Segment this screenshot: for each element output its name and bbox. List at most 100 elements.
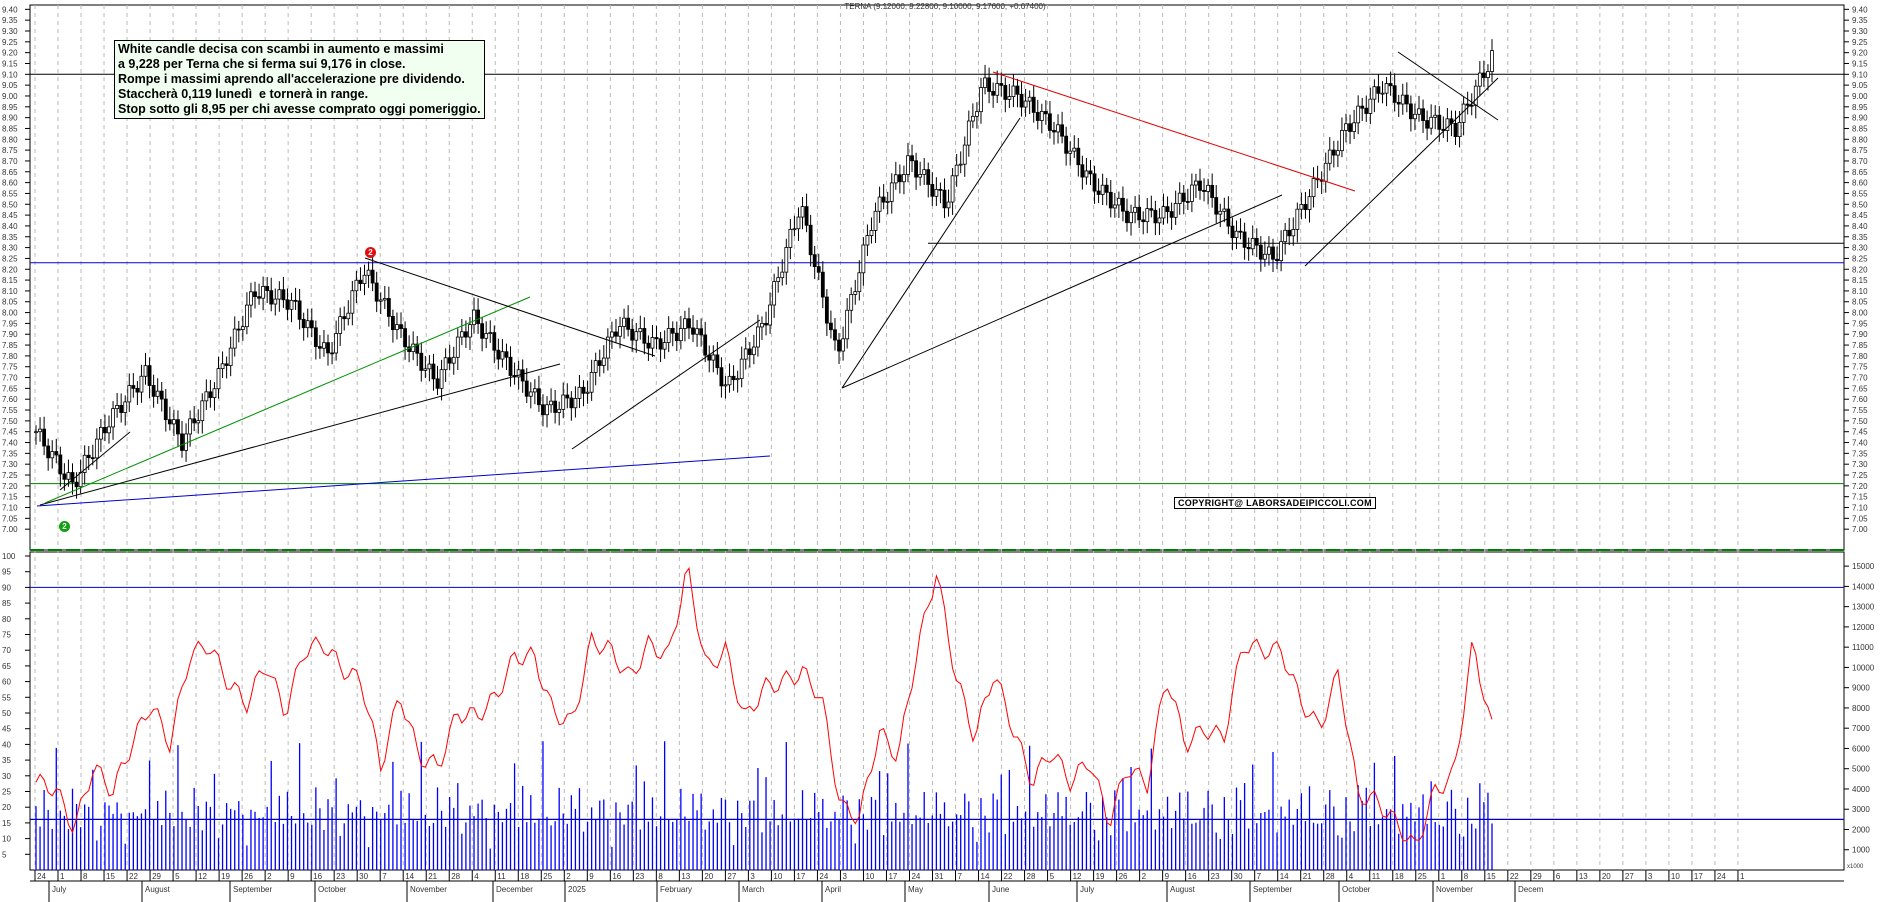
candle-body [305,320,310,329]
candle-body [240,326,245,331]
y-tick-label: 25 [2,788,11,797]
y-tick-label: 85 [2,599,11,608]
candle-body [358,279,363,284]
x-tick-label: 28 [451,872,460,881]
y-tick-label: 15000 [1852,562,1875,571]
y-tick-label: 8.40 [2,222,18,231]
candle-body [537,388,541,406]
candle-body [1121,197,1125,212]
candle-body [1262,253,1267,260]
candle-body [524,380,529,397]
trendline [1304,77,1499,267]
y-tick-label: 7.25 [2,471,18,480]
candle-body [865,235,870,246]
candle-body [139,375,144,393]
candle-body [399,324,403,329]
candle-body [403,328,407,348]
y-tick-label: 8.80 [2,135,18,144]
candle-body [589,372,594,393]
y-tick-label: 7.90 [1852,330,1868,339]
y-tick-label: 5 [2,850,7,859]
y-tick-label: 7.80 [1852,352,1868,361]
candle-body [674,332,679,342]
candle-body [192,418,197,424]
month-label: July [52,885,66,894]
candle-body [962,144,967,165]
y-tick-label: 7.80 [2,352,18,361]
y-tick-label: 7.40 [1852,439,1868,448]
candle-body [662,342,667,350]
candle-body [1068,150,1073,154]
candle-body [1408,103,1413,120]
candle-body [155,390,160,397]
candle-body [970,115,975,122]
y-tick-label: 7.15 [2,493,18,502]
candle-body [159,390,164,400]
candle-body [1230,225,1235,238]
candle-body [58,454,63,475]
candle-body [1356,105,1361,124]
candle-body [131,385,136,389]
candle-body [958,163,963,166]
candle-body [670,328,675,334]
candle-body [1392,85,1397,103]
candle-body [784,247,789,273]
y-tick-label: 8.45 [1852,211,1868,220]
candle-body [792,228,797,231]
x-tick-label: 8 [83,872,88,881]
candle-body [391,316,395,331]
candle-body [188,418,193,435]
candle-body [812,254,817,267]
x-tick-label: 10 [865,872,874,881]
candle-body [1388,83,1393,87]
y-tick-label: 7.65 [2,384,18,393]
month-label: August [1170,885,1196,894]
month-label: October [1342,885,1371,894]
candle-body [922,169,927,175]
x-tick-label: 20 [1602,872,1611,881]
candle-body [666,328,671,343]
x-tick-label: 30 [359,872,368,881]
candle-body [427,363,432,370]
candle-body [1291,229,1296,237]
candle-body [70,472,75,483]
candle-body [889,182,894,202]
trendline [841,194,1283,389]
candle-body [1348,123,1352,132]
candle-body [411,343,416,353]
y-tick-label: 8.25 [1852,254,1868,263]
x-tick-label: 27 [1625,872,1634,881]
y-tick-label: 8.10 [1852,287,1868,296]
month-label: July [1080,885,1094,894]
candle-body [541,404,545,416]
candle-body [354,279,359,292]
y-tick-label: 8.95 [2,103,18,112]
candle-body [480,323,485,339]
month-label: October [318,885,347,894]
y-tick-label: 50 [2,709,11,718]
x-tick-label: 11 [1372,872,1381,881]
y-tick-label: 8.20 [2,265,18,274]
candle-body [918,174,923,178]
oscillator-line [35,566,1493,842]
candle-body [443,357,448,371]
candle-body [1214,197,1219,215]
y-tick-label: 90 [2,583,11,592]
candle-body [881,196,886,203]
x-tick-label: 16 [612,872,621,881]
candle-body [374,282,379,302]
y-tick-label: 7.55 [1852,406,1868,415]
candle-body [760,322,764,328]
x-tick-label: 2 [267,872,272,881]
x-tick-label: 23 [1211,872,1220,881]
candle-body [216,368,221,390]
x-tick-label: 17 [1694,872,1703,881]
candle-body [833,329,837,341]
x-tick-label: 30 [1234,872,1243,881]
candle-body [1043,111,1048,115]
candle-body [1384,83,1389,94]
trendline [364,257,656,357]
candle-body [1092,173,1097,192]
y-tick-label: 55 [2,693,11,702]
x-tick-label: 13 [681,872,690,881]
